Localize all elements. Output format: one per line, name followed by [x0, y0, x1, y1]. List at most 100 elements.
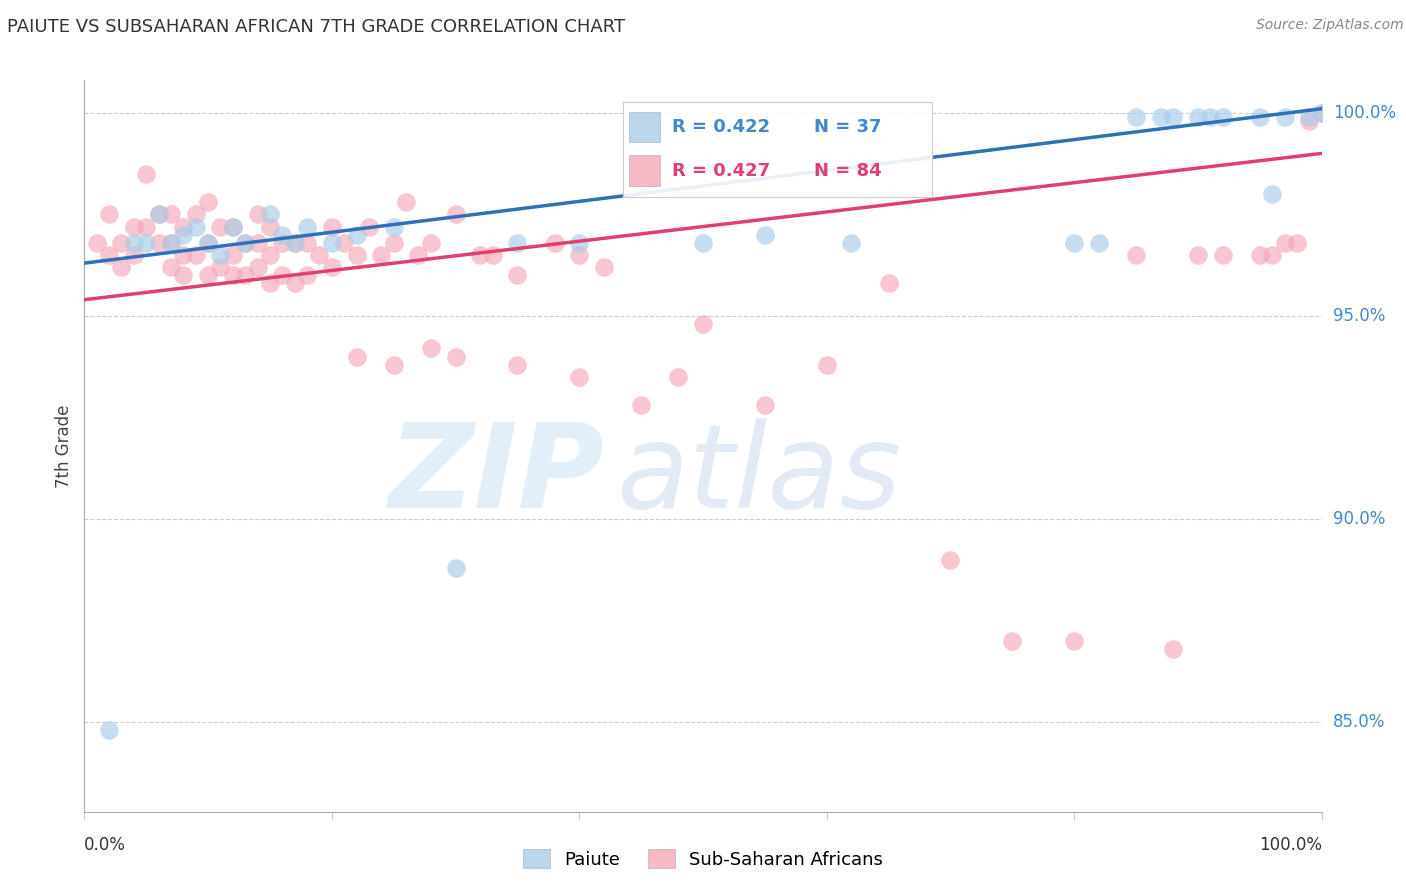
- Point: [939, 553, 962, 567]
- Point: [408, 248, 430, 262]
- Point: [172, 268, 194, 283]
- Point: [160, 207, 183, 221]
- Point: [1310, 105, 1333, 120]
- Point: [1187, 248, 1209, 262]
- Point: [568, 235, 591, 250]
- Point: [1310, 105, 1333, 120]
- Point: [1298, 110, 1320, 124]
- Point: [754, 398, 776, 412]
- Point: [346, 248, 368, 262]
- Point: [841, 235, 863, 250]
- Point: [209, 260, 232, 275]
- Point: [246, 207, 269, 221]
- Point: [197, 195, 219, 210]
- Point: [160, 235, 183, 250]
- Point: [1261, 187, 1284, 202]
- Point: [382, 358, 405, 372]
- Point: [692, 235, 714, 250]
- Y-axis label: 7th Grade: 7th Grade: [55, 404, 73, 488]
- Point: [346, 350, 368, 364]
- Point: [568, 370, 591, 384]
- Point: [543, 235, 565, 250]
- Point: [122, 248, 145, 262]
- Point: [184, 248, 207, 262]
- Point: [1063, 235, 1085, 250]
- Point: [259, 277, 281, 291]
- Text: 90.0%: 90.0%: [1333, 510, 1385, 528]
- Point: [481, 248, 503, 262]
- Point: [308, 248, 330, 262]
- Text: ZIP: ZIP: [388, 417, 605, 533]
- Point: [110, 260, 132, 275]
- Point: [1161, 642, 1184, 657]
- Point: [197, 268, 219, 283]
- Point: [593, 260, 616, 275]
- Point: [271, 268, 294, 283]
- Point: [630, 398, 652, 412]
- Point: [98, 207, 121, 221]
- Point: [135, 219, 157, 234]
- Point: [246, 235, 269, 250]
- Point: [1125, 248, 1147, 262]
- Point: [666, 370, 689, 384]
- Point: [1249, 110, 1271, 124]
- Point: [148, 235, 170, 250]
- Point: [148, 207, 170, 221]
- Point: [877, 277, 900, 291]
- Point: [321, 235, 343, 250]
- Text: 85.0%: 85.0%: [1333, 714, 1385, 731]
- Point: [1274, 110, 1296, 124]
- Point: [357, 219, 380, 234]
- Point: [1199, 110, 1222, 124]
- Point: [1249, 248, 1271, 262]
- Point: [233, 268, 256, 283]
- Point: [444, 350, 467, 364]
- Point: [284, 235, 307, 250]
- Point: [1063, 634, 1085, 648]
- Point: [98, 723, 121, 738]
- Point: [470, 248, 492, 262]
- Point: [148, 207, 170, 221]
- Point: [444, 207, 467, 221]
- Point: [333, 235, 356, 250]
- Point: [568, 248, 591, 262]
- Point: [135, 235, 157, 250]
- Point: [1212, 248, 1234, 262]
- Point: [1088, 235, 1111, 250]
- Point: [98, 248, 121, 262]
- Point: [184, 207, 207, 221]
- Point: [259, 248, 281, 262]
- Point: [172, 248, 194, 262]
- Point: [184, 219, 207, 234]
- Point: [444, 561, 467, 575]
- Legend: Paiute, Sub-Saharan Africans: Paiute, Sub-Saharan Africans: [516, 842, 890, 876]
- Point: [295, 235, 318, 250]
- Point: [110, 235, 132, 250]
- Point: [284, 277, 307, 291]
- Point: [271, 235, 294, 250]
- Point: [395, 195, 418, 210]
- Text: 0.0%: 0.0%: [84, 836, 127, 855]
- Point: [259, 207, 281, 221]
- Point: [506, 358, 529, 372]
- Point: [86, 235, 108, 250]
- Point: [692, 317, 714, 331]
- Point: [160, 235, 183, 250]
- Point: [222, 219, 245, 234]
- Point: [1274, 235, 1296, 250]
- Point: [1261, 248, 1284, 262]
- Point: [284, 235, 307, 250]
- Point: [1212, 110, 1234, 124]
- Point: [172, 219, 194, 234]
- Point: [135, 167, 157, 181]
- Text: 95.0%: 95.0%: [1333, 307, 1385, 325]
- Text: 100.0%: 100.0%: [1333, 103, 1396, 122]
- Point: [233, 235, 256, 250]
- Point: [209, 219, 232, 234]
- Point: [1187, 110, 1209, 124]
- Point: [222, 268, 245, 283]
- Text: PAIUTE VS SUBSAHARAN AFRICAN 7TH GRADE CORRELATION CHART: PAIUTE VS SUBSAHARAN AFRICAN 7TH GRADE C…: [7, 18, 626, 36]
- Point: [370, 248, 392, 262]
- Point: [1001, 634, 1024, 648]
- Point: [754, 227, 776, 242]
